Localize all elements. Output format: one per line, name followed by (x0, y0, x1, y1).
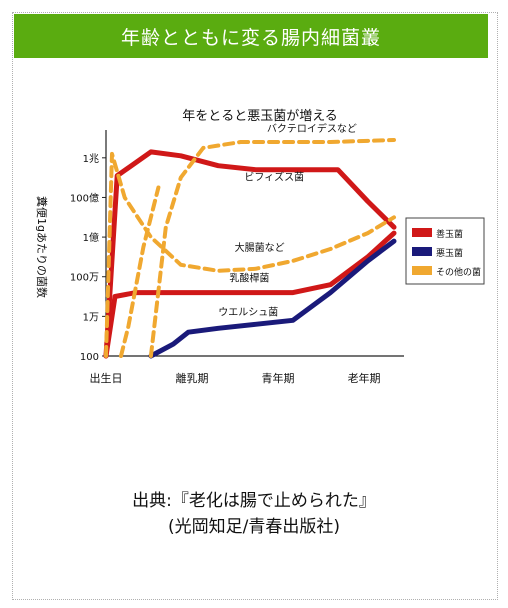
curve-label-welch: ウエルシュ菌 (218, 306, 278, 318)
y-tick-label: 1億 (83, 231, 99, 244)
chart-panel: 年をとると悪玉菌が増える 100 1万 100万 1億 100億 1兆糞便1gあたりの菌数出… (14, 90, 488, 420)
y-tick-label: 1兆 (83, 153, 99, 165)
legend-label: 悪玉菌 (436, 247, 463, 259)
y-tick-label: 100万 (70, 273, 99, 284)
series-line (148, 138, 396, 358)
y-tick-label: 100億 (70, 191, 99, 204)
legend-swatch (412, 266, 432, 275)
curve-label-bacteroides: バクテロイデスなど (267, 122, 357, 135)
legend-label: 善玉菌 (436, 228, 463, 240)
citation-source: 出典:『老化は腸で止められた』 (132, 491, 376, 511)
series-line (103, 230, 397, 359)
legend-swatch (412, 228, 432, 237)
y-tick-label: 100 (80, 352, 99, 363)
series-line (104, 151, 396, 358)
x-tick-label: 出生日 (90, 371, 123, 385)
x-tick-label: 離乳期 (176, 371, 209, 385)
legend-label: その他の菌 (436, 266, 481, 278)
chart-title: 年をとると悪玉菌が増える (182, 109, 338, 124)
curve-label-lacto: 乳酸桿菌 (229, 272, 269, 285)
citation-publisher: (光岡知足/青春出版社) (168, 517, 340, 537)
curve-label-ecoli: 大腸菌など (235, 241, 285, 254)
series-line (103, 149, 397, 359)
curve-label-bifidus: ビフィズス菌 (244, 171, 304, 184)
series-line (148, 238, 397, 359)
x-tick-label: 青年期 (262, 371, 295, 385)
y-tick-label: 1万 (83, 312, 99, 323)
y-axis-label: 糞便1gあたりの菌数 (35, 196, 49, 298)
chart-svg: 年をとると悪玉菌が増える 100 1万 100万 1億 100億 1兆糞便1gあたりの菌数出… (35, 109, 485, 385)
x-tick-label: 老年期 (348, 371, 381, 385)
series-line (119, 185, 161, 358)
legend-swatch (412, 247, 432, 256)
banner-title: 年齢とともに変る腸内細菌叢 (14, 14, 488, 58)
